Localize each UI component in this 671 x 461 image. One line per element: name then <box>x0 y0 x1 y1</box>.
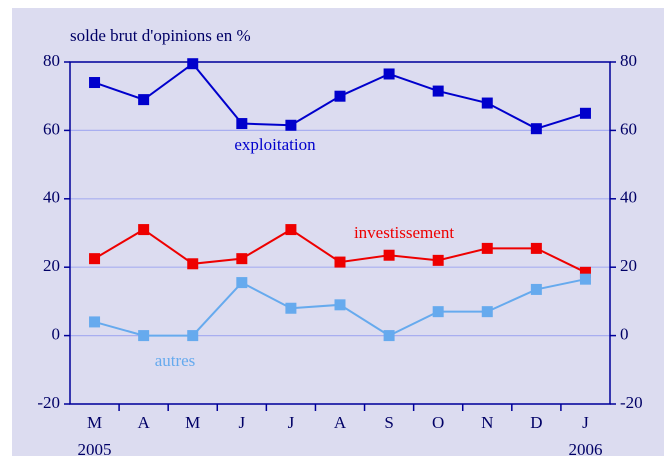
x-tick-label: J <box>582 413 589 432</box>
x-tick-label: A <box>334 413 347 432</box>
x-tick-label: M <box>87 413 102 432</box>
data-point <box>481 97 493 109</box>
y-tick-label: 60 <box>43 119 60 138</box>
data-point <box>579 273 591 285</box>
y2-tick-label: 60 <box>620 119 637 138</box>
x-tick-label: A <box>137 413 150 432</box>
data-point <box>89 253 101 265</box>
data-point <box>432 85 444 97</box>
data-point <box>383 330 395 342</box>
data-point <box>236 118 248 130</box>
x-tick-label: D <box>530 413 542 432</box>
x-tick-label: M <box>185 413 200 432</box>
data-point <box>236 253 248 265</box>
data-point <box>579 107 591 119</box>
data-point <box>334 256 346 268</box>
x-tick-label: N <box>481 413 493 432</box>
data-point <box>89 316 101 328</box>
y2-tick-label: 40 <box>620 188 637 207</box>
chart-title: solde brut d'opinions en % <box>70 26 251 45</box>
data-point <box>383 68 395 80</box>
x-tick-label: J <box>239 413 246 432</box>
data-point <box>432 254 444 266</box>
y-tick-label: 80 <box>43 51 60 70</box>
y2-tick-label: 80 <box>620 51 637 70</box>
data-point <box>187 258 199 270</box>
data-point <box>530 283 542 295</box>
y2-tick-label: -20 <box>620 393 643 412</box>
x-sublabel: 2005 <box>78 440 112 459</box>
data-point <box>285 302 297 314</box>
x-sublabel: 2006 <box>568 440 602 459</box>
y2-tick-label: 20 <box>620 256 637 275</box>
x-tick-label: O <box>432 413 444 432</box>
data-point <box>236 277 248 289</box>
data-point <box>334 299 346 311</box>
data-point <box>432 306 444 318</box>
data-point <box>138 330 150 342</box>
y-tick-label: 0 <box>52 325 61 344</box>
data-point <box>383 249 395 261</box>
series-label: exploitation <box>234 135 316 154</box>
data-point <box>187 330 199 342</box>
series-label: investissement <box>354 223 454 242</box>
data-point <box>285 224 297 236</box>
chart-background <box>12 8 664 456</box>
y-tick-label: 40 <box>43 188 60 207</box>
series-label: autres <box>155 351 196 370</box>
data-point <box>530 242 542 254</box>
y2-tick-label: 0 <box>620 325 629 344</box>
y-tick-label: -20 <box>37 393 60 412</box>
x-tick-label: J <box>288 413 295 432</box>
data-point <box>481 242 493 254</box>
data-point <box>530 123 542 135</box>
data-point <box>481 306 493 318</box>
data-point <box>285 119 297 131</box>
plot-frame <box>69 61 611 405</box>
data-point <box>89 77 101 89</box>
data-point <box>187 58 199 70</box>
data-point <box>138 224 150 236</box>
data-point <box>334 90 346 102</box>
data-point <box>579 266 591 278</box>
data-point <box>138 94 150 106</box>
x-tick-label: S <box>384 413 393 432</box>
y-tick-label: 20 <box>43 256 60 275</box>
